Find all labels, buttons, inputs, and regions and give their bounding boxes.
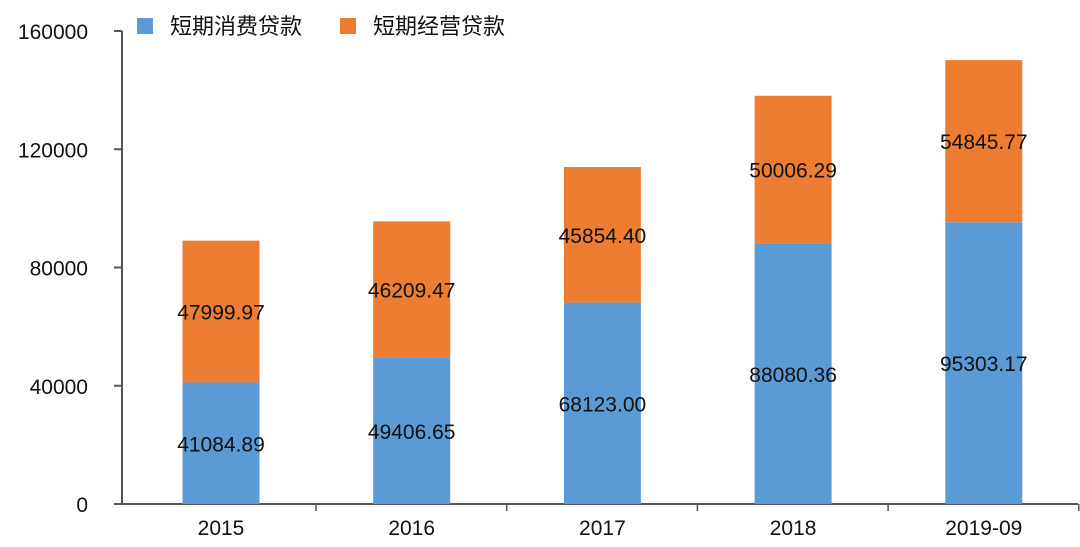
- data-label: 46209.47: [368, 280, 456, 303]
- legend: 短期消费贷款 短期经营贷款: [137, 14, 505, 39]
- data-label: 88080.36: [749, 364, 837, 387]
- x-tick-label: 2019-09: [945, 517, 1022, 540]
- data-label: 45854.40: [559, 225, 647, 248]
- y-tick-label: 80000: [30, 258, 88, 281]
- bar-segment: [373, 221, 451, 358]
- legend-label: 短期经营贷款: [373, 14, 505, 39]
- bar-segment: [373, 357, 451, 504]
- y-tick-label: 120000: [18, 139, 88, 162]
- y-tick-label: 0: [76, 494, 88, 517]
- x-tick-label: 2016: [388, 517, 435, 540]
- y-tick-label: 160000: [18, 21, 88, 44]
- data-label: 54845.77: [940, 131, 1028, 154]
- bar-segment: [945, 222, 1023, 504]
- data-label: 50006.29: [749, 160, 837, 183]
- bar-segment: [754, 243, 832, 505]
- bar-segment: [182, 240, 260, 383]
- data-label: 49406.65: [368, 421, 456, 444]
- axes: 0 40000 80000 120000 160000 2015 2016 2017 2018 2…: [18, 21, 1080, 540]
- bar-segment: [754, 95, 832, 244]
- legend-swatch: [137, 18, 153, 34]
- bars: 41084.89 47999.97 49406.65 46209.47 68123.00…: [177, 60, 1028, 505]
- bar-segment: [182, 382, 260, 504]
- bar-segment: [945, 60, 1023, 223]
- bar-segment: [563, 167, 641, 303]
- data-label: 41084.89: [177, 433, 265, 456]
- bar-segment: [563, 302, 641, 504]
- x-tick-label: 2018: [770, 517, 817, 540]
- legend-label: 短期消费贷款: [170, 14, 302, 39]
- y-tick-label: 40000: [30, 376, 88, 399]
- x-tick-label: 2015: [198, 517, 245, 540]
- data-label: 68123.00: [559, 393, 647, 416]
- data-label: 95303.17: [940, 353, 1028, 376]
- x-tick-label: 2017: [579, 517, 626, 540]
- legend-swatch: [340, 18, 356, 34]
- data-label: 47999.97: [177, 302, 265, 325]
